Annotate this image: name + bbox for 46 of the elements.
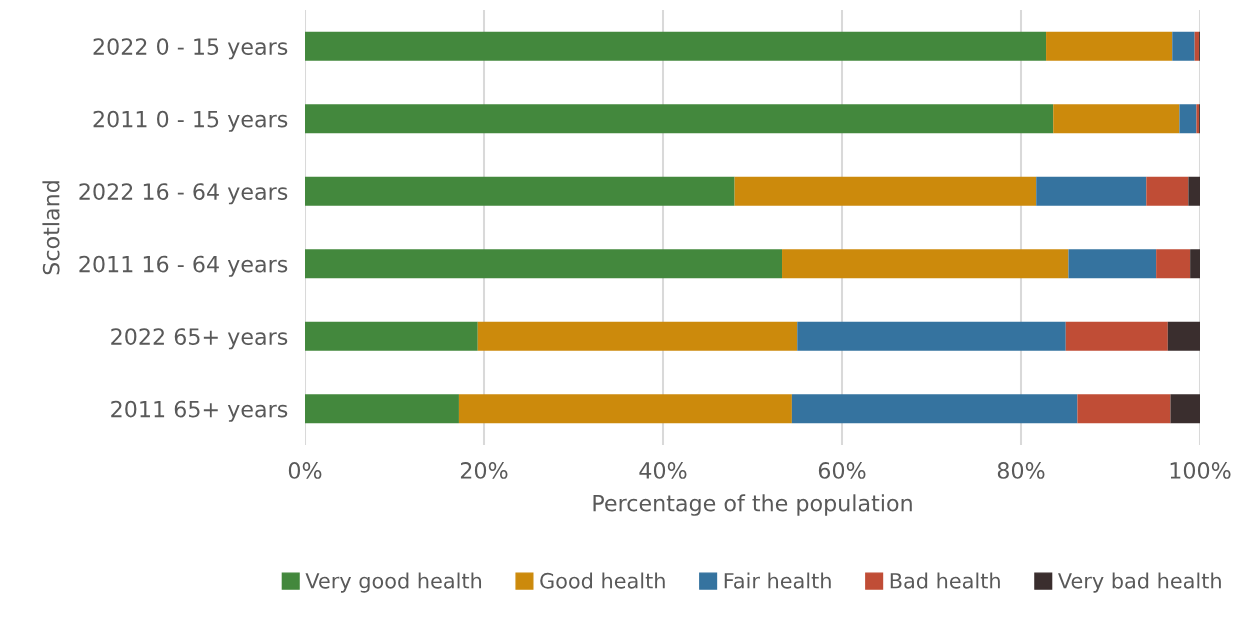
y-tick-label: 2022 0 - 15 years bbox=[93, 38, 288, 60]
legend-label: Bad health bbox=[890, 572, 1000, 589]
bar bbox=[797, 321, 1066, 351]
bar bbox=[305, 321, 478, 351]
bar bbox=[782, 249, 1069, 279]
x-tick-label: 40% bbox=[639, 462, 687, 479]
x-tick-label: 80% bbox=[997, 462, 1045, 479]
y-tick-label: 2022 16 - 64 years bbox=[79, 183, 288, 205]
bar bbox=[1065, 321, 1168, 351]
bar bbox=[305, 394, 459, 424]
legend-label: Very good health bbox=[305, 572, 482, 593]
bar bbox=[1188, 176, 1200, 206]
bar bbox=[1053, 104, 1180, 134]
bar bbox=[791, 394, 1078, 424]
x-tick-label: 20% bbox=[460, 462, 508, 479]
y-tick-label: 2011 0 - 15 years bbox=[93, 110, 288, 132]
bar bbox=[1156, 249, 1191, 279]
bar bbox=[305, 249, 783, 279]
x-tick-label: 60% bbox=[818, 462, 866, 479]
bar bbox=[305, 104, 1054, 134]
bar bbox=[1194, 31, 1200, 61]
x-axis-title: Percentage of the population bbox=[593, 494, 912, 516]
x-tick-label: 100% bbox=[1170, 462, 1231, 479]
bar bbox=[1170, 394, 1200, 424]
legend-label: Fair health bbox=[724, 572, 831, 589]
y-tick-label: 2011 65+ years bbox=[111, 400, 288, 422]
bar bbox=[1167, 321, 1200, 351]
y-tick-label: 2022 65+ years bbox=[111, 328, 288, 350]
y-axis-title: Scotland bbox=[42, 181, 60, 275]
x-tick-label: 0% bbox=[288, 462, 322, 479]
bar bbox=[1077, 394, 1171, 424]
legend-label: Very bad health bbox=[1058, 572, 1221, 593]
bar bbox=[1146, 176, 1189, 206]
bar bbox=[1172, 31, 1195, 61]
bar bbox=[477, 321, 798, 351]
bar bbox=[458, 394, 792, 424]
legend-label: Good health bbox=[540, 572, 665, 589]
bar bbox=[734, 176, 1037, 206]
bar bbox=[1046, 31, 1173, 61]
y-tick-label: 2011 16 - 64 years bbox=[79, 255, 288, 277]
bar bbox=[1179, 104, 1197, 134]
bar bbox=[1190, 249, 1200, 279]
bar bbox=[305, 176, 735, 206]
bar bbox=[305, 31, 1047, 61]
bar bbox=[1068, 249, 1157, 279]
bar bbox=[1036, 176, 1147, 206]
